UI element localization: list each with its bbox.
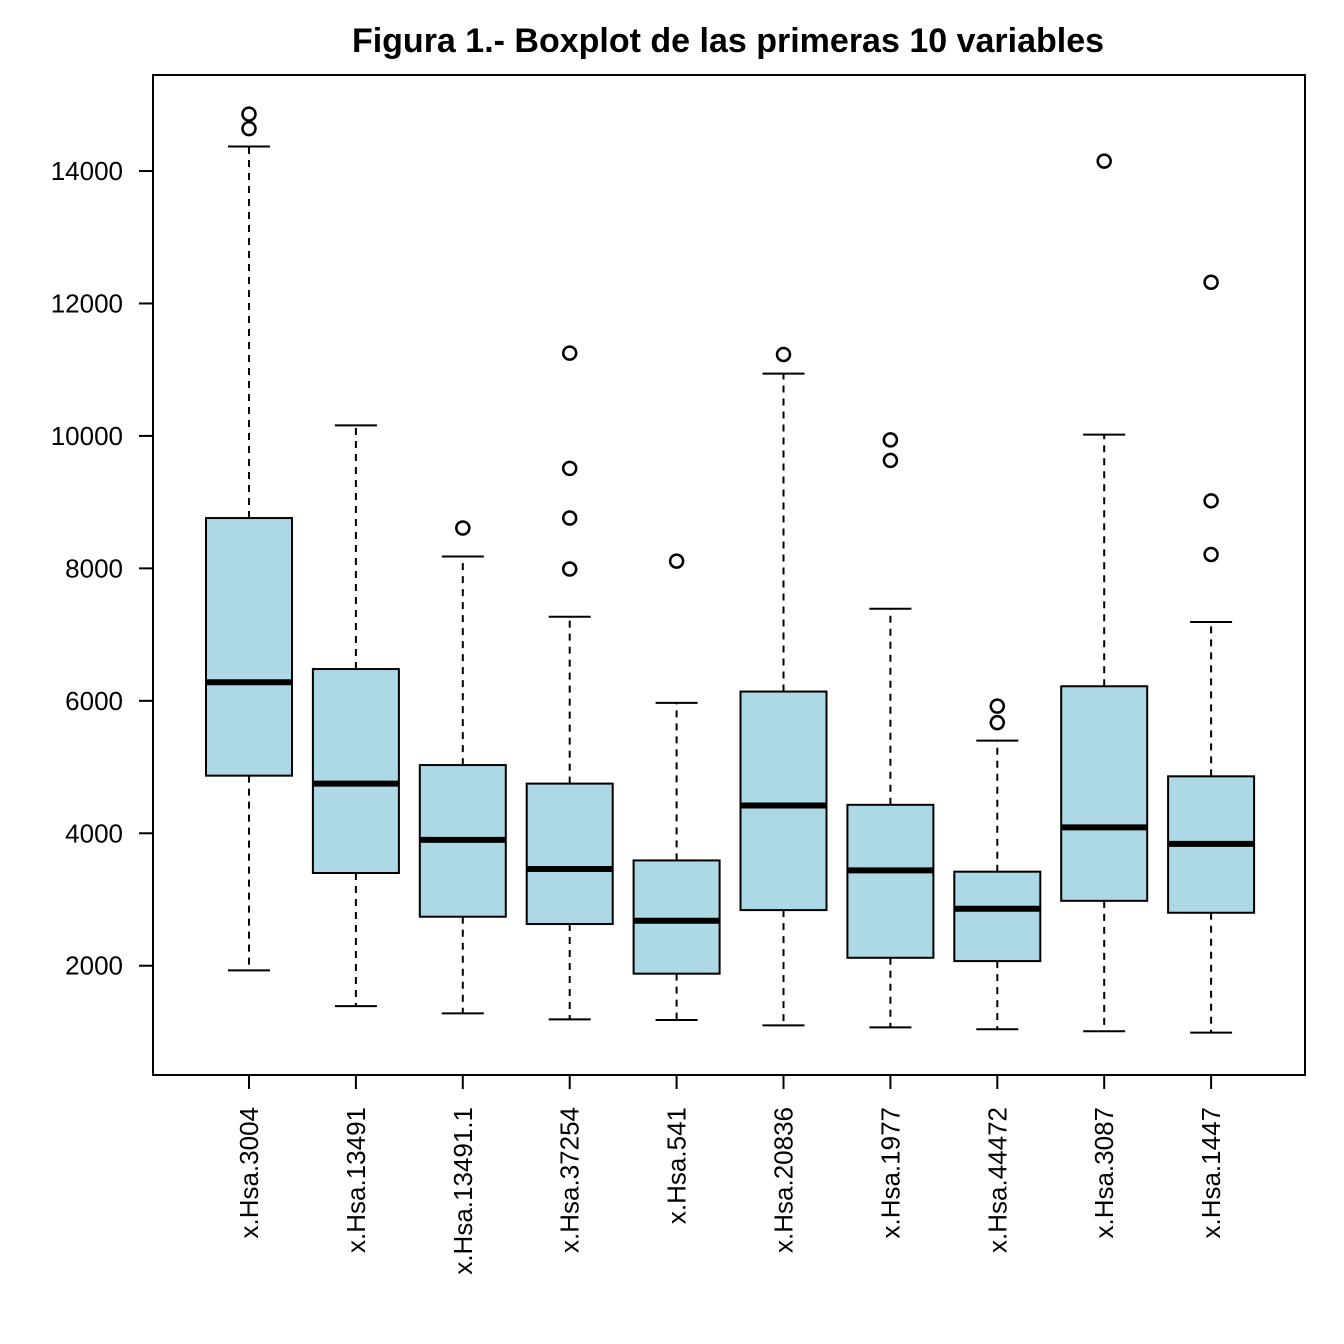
box-x.Hsa.1977	[846, 432, 935, 1029]
box-x.Hsa.541	[632, 553, 721, 1022]
chart-title: Figura 1.- Boxplot de las primeras 10 va…	[352, 22, 1104, 60]
x-tick-label: x.Hsa.541	[662, 1107, 692, 1224]
outlier-point	[882, 432, 899, 448]
y-tick-label: 14000	[51, 156, 123, 186]
x-tick-label: x.Hsa.3087	[1089, 1107, 1119, 1239]
x-axis: x.Hsa.3004 x.Hsa.13491 x.Hsa.13491.1 x.Hsa.…	[234, 1074, 1226, 1275]
iqr-box	[205, 517, 293, 777]
outlier-point	[1203, 546, 1219, 563]
x-tick-label: x.Hsa.13491.1	[448, 1107, 478, 1275]
y-tick-label: 10000	[51, 421, 123, 451]
x-tick-label: x.Hsa.44472	[982, 1107, 1012, 1253]
y-axis: 2000 4000 6000 8000 10000 12000 14000	[51, 156, 154, 981]
outlier-point	[668, 553, 685, 569]
box-x.Hsa.13491	[311, 424, 400, 1008]
box-x.Hsa.20836	[739, 346, 828, 1027]
outlier-point	[882, 452, 899, 469]
box-group	[205, 106, 1256, 1034]
outlier-point	[455, 520, 471, 536]
x-tick-label: x.Hsa.20836	[769, 1107, 799, 1253]
outlier-point	[989, 714, 1006, 731]
iqr-box	[311, 668, 400, 875]
y-tick-label: 4000	[65, 818, 123, 848]
box-x.Hsa.1447	[1167, 274, 1256, 1034]
outlier-point	[561, 345, 578, 361]
iqr-box	[739, 690, 828, 912]
outlier-point	[1096, 153, 1112, 169]
box-x.Hsa.37254	[525, 345, 614, 1021]
outlier-point	[989, 698, 1006, 714]
iqr-box	[953, 870, 1042, 963]
outlier-point	[1203, 493, 1219, 509]
iqr-box	[632, 859, 721, 975]
outlier-point	[775, 346, 792, 363]
box-x.Hsa.3087	[1060, 153, 1149, 1033]
plot-frame	[152, 74, 1306, 1076]
box-x.Hsa.44472	[953, 698, 1042, 1031]
outlier-point	[561, 460, 578, 477]
iqr-box	[525, 782, 614, 926]
y-tick-label: 12000	[51, 288, 123, 318]
outlier-point	[241, 106, 257, 122]
box-x.Hsa.3004	[205, 106, 293, 972]
box-x.Hsa.13491.1	[418, 520, 507, 1015]
y-tick-label: 6000	[65, 686, 123, 716]
iqr-box	[846, 803, 935, 959]
x-tick-label: x.Hsa.3004	[234, 1107, 264, 1239]
x-tick-label: x.Hsa.1977	[875, 1107, 905, 1239]
x-tick-label: x.Hsa.13491	[341, 1107, 371, 1253]
x-tick-label: x.Hsa.37254	[555, 1107, 585, 1253]
iqr-box	[1060, 685, 1149, 902]
outlier-point	[561, 561, 578, 577]
outlier-point	[1203, 274, 1219, 291]
y-tick-label: 8000	[65, 553, 123, 583]
y-tick-label: 2000	[65, 951, 123, 981]
outlier-point	[561, 510, 578, 526]
outlier-point	[241, 120, 257, 137]
x-tick-label: x.Hsa.1447	[1196, 1107, 1226, 1239]
